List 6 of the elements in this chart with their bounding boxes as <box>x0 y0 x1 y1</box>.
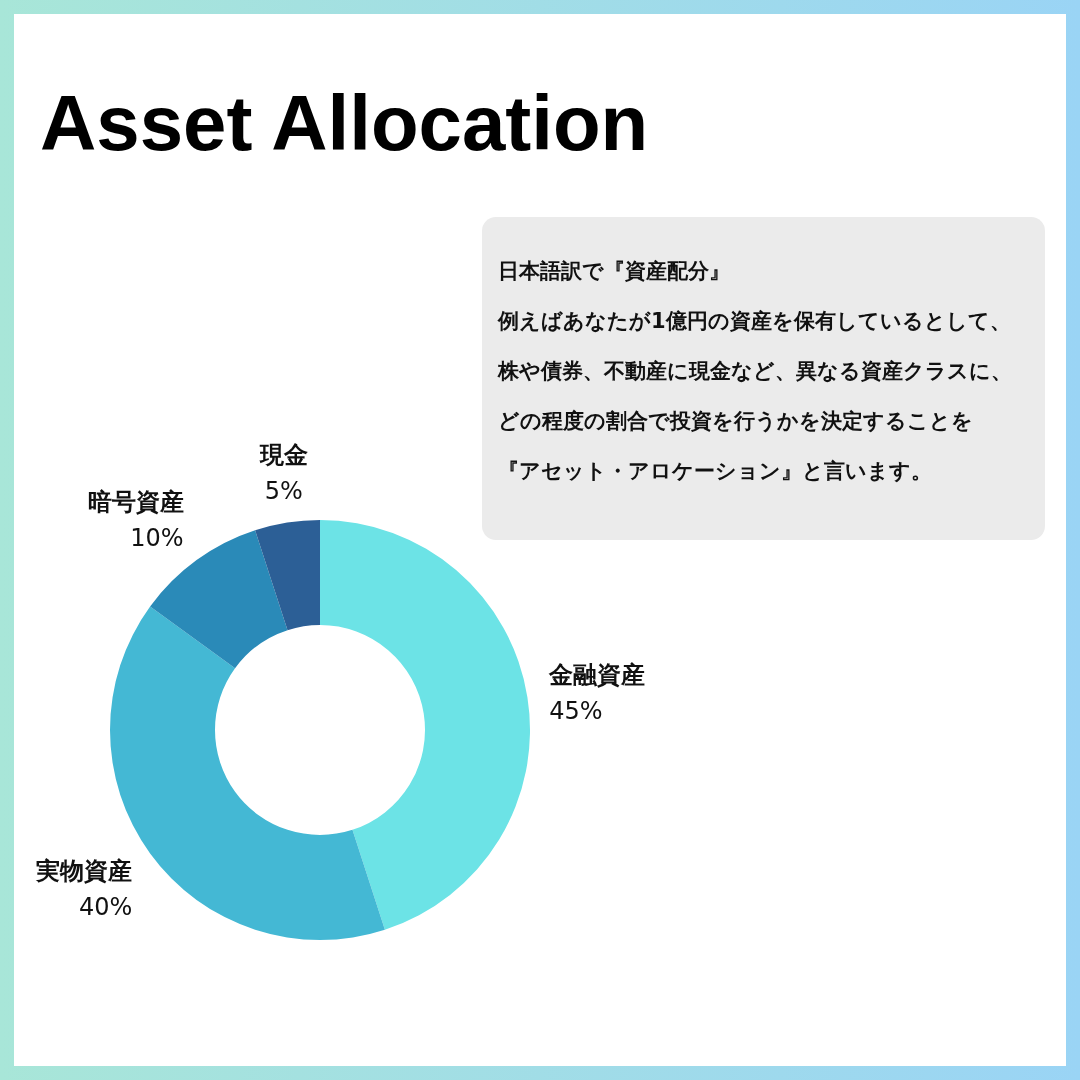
text: どの程度の割合で投資を行うかを決定することを <box>498 409 973 433</box>
text: 『アセット・アロケーション』と言います。 <box>498 459 932 483</box>
text: 株や債券、不動産に現金など、異なる資産クラスに、 <box>497 359 1012 383</box>
text: 例えばあなたが1億円の資産を保有しているとして、 <box>497 309 1011 333</box>
chart-title: Asset Allocation <box>40 79 649 167</box>
text: 日本語訳で『資産配分』 <box>498 259 730 283</box>
